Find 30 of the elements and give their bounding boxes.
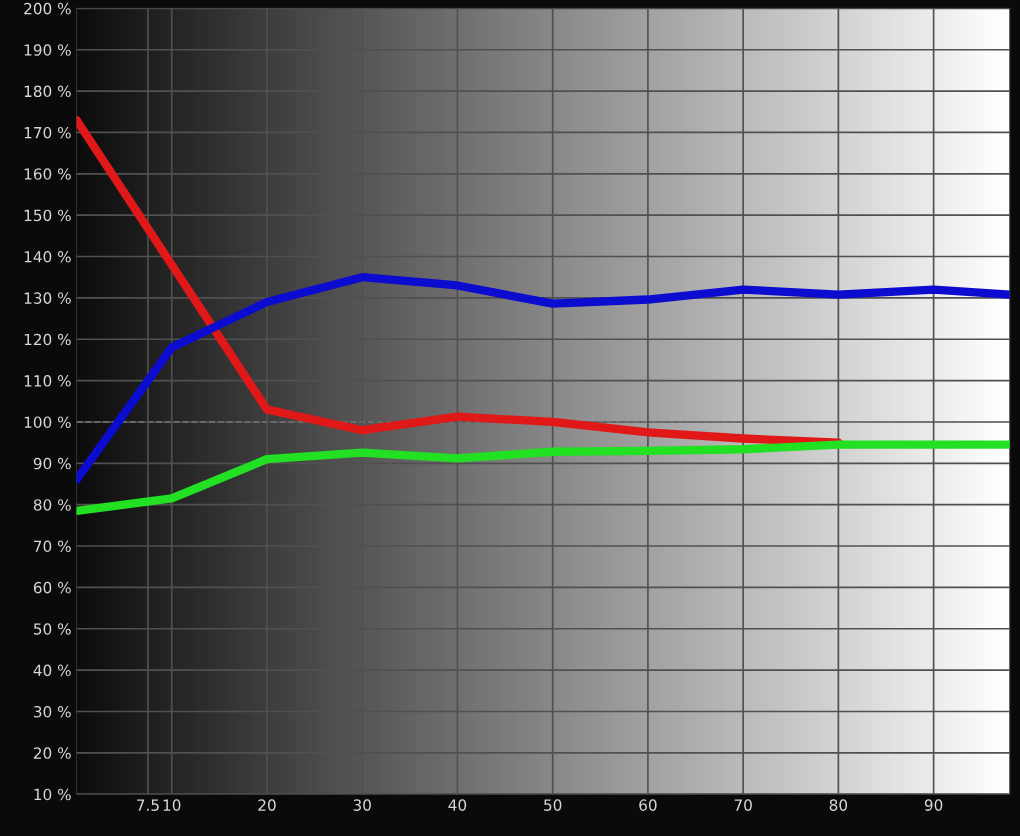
y-tick-label: 140 % [24,250,71,263]
x-tick-label: 40 [448,799,467,811]
x-tick-label: 20 [258,799,276,811]
x-tick-label: 80 [829,799,848,811]
y-tick-label: 170 % [24,126,71,139]
y-tick-label: 30 % [33,705,71,718]
y-tick-label: 200 % [24,2,71,15]
y-tick-label: 50 % [34,623,71,635]
y-tick-label: 100 % [24,416,71,428]
y-tick-label: 180 % [24,85,71,98]
x-tick-label: 50 [544,799,562,811]
y-tick-label: 40 % [33,664,71,677]
x-tick-label: 70 [734,799,752,811]
x-tick-label: 30 [353,799,371,811]
y-tick-label: 90 % [33,457,71,470]
y-tick-label: 160 % [24,168,71,180]
y-tick-label: 70 % [34,540,71,553]
x-tick-label: 90 [924,799,943,811]
y-tick-label: 10 % [34,788,71,801]
x-tick-label: 10 [163,799,181,811]
y-tick-label: 20 % [33,747,71,759]
y-tick-label: 150 % [24,209,71,222]
y-tick-label: 120 % [24,333,71,346]
y-tick-label: 190 % [24,44,71,56]
x-tick-label: 7.5 [137,799,159,811]
y-tick-label: 130 % [24,292,71,304]
y-tick-label: 110 % [24,375,71,387]
x-tick-label: 60 [639,799,657,811]
y-tick-label: 60 % [33,581,71,594]
y-tick-label: 80 % [33,499,71,511]
